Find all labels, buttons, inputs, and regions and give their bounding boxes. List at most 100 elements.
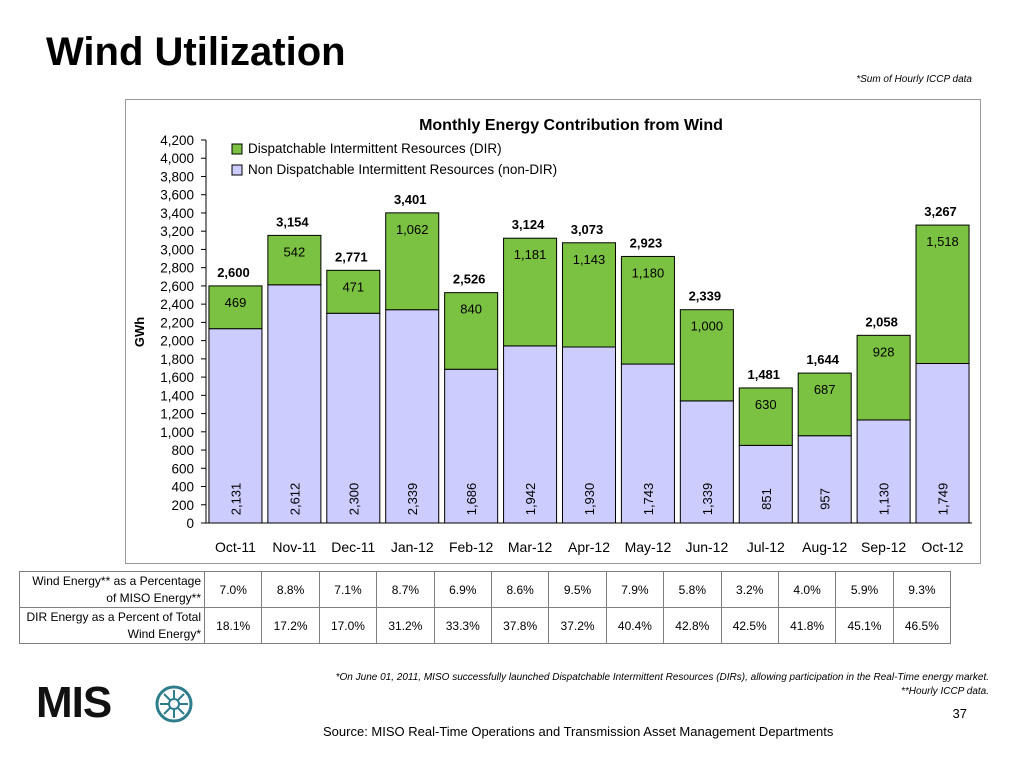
x-tick-label: Apr-12 xyxy=(568,539,610,555)
table-cell: 6.9% xyxy=(433,571,492,608)
data-label-total: 1,481 xyxy=(747,367,780,382)
data-label-non-dir: 2,339 xyxy=(405,483,420,516)
bar-non-dir xyxy=(561,346,617,524)
table-row: DIR Energy as a Percent of Total Wind Ene… xyxy=(19,607,952,644)
bar-dir xyxy=(326,269,381,314)
data-label-total: 2,058 xyxy=(865,314,898,329)
x-tick-label: Dec-11 xyxy=(331,539,375,555)
data-label-total: 3,124 xyxy=(512,217,545,232)
bar-non-dir xyxy=(679,400,734,524)
table-cell: 45.1% xyxy=(835,607,894,644)
y-tick-label: 1,600 xyxy=(160,370,194,385)
data-label-total: 3,154 xyxy=(276,214,309,229)
data-label-dir: 1,000 xyxy=(691,319,724,334)
x-tick-label: Jul-12 xyxy=(747,539,785,555)
table-cell: 4.0% xyxy=(777,571,837,608)
legend-label-non-dir: Non Dispatchable Intermittent Resources … xyxy=(248,162,557,177)
table-row-label: Wind Energy** as a Percentage of MISO Ene… xyxy=(19,571,205,608)
data-label-dir: 687 xyxy=(814,382,836,397)
x-tick-label: Nov-11 xyxy=(272,539,316,555)
y-tick-label: 3,600 xyxy=(160,188,194,203)
bar-non-dir xyxy=(208,328,263,524)
table-cell: 9.5% xyxy=(548,571,607,608)
legend-swatch-non-dir xyxy=(231,164,243,176)
data-label-non-dir: 1,942 xyxy=(523,483,538,516)
bar-non-dir xyxy=(503,345,558,524)
y-tick-label: 1,200 xyxy=(160,407,194,422)
y-tick-label: 1,400 xyxy=(160,388,194,403)
data-label-total: 1,644 xyxy=(806,352,839,367)
bar-dir xyxy=(797,372,852,437)
data-label-dir: 630 xyxy=(755,397,777,412)
row-label-line-2: Wind Energy* xyxy=(127,626,201,641)
data-label-dir: 1,518 xyxy=(926,234,959,249)
data-label-dir: 471 xyxy=(342,279,364,294)
table-cell: 31.2% xyxy=(376,607,435,644)
x-tick-label: Oct-11 xyxy=(215,539,256,555)
data-label-total: 2,600 xyxy=(217,265,250,280)
table-row: Wind Energy** as a Percentage of MISO Ene… xyxy=(19,571,952,608)
y-tick-label: 400 xyxy=(171,480,194,495)
table-cell: 8.7% xyxy=(376,571,435,608)
x-tick-label: Feb-12 xyxy=(449,539,494,555)
table-cell: 7.9% xyxy=(605,571,665,608)
data-label-dir: 1,181 xyxy=(514,247,547,262)
table-cell: 37.8% xyxy=(490,607,550,644)
footnote: *On June 01, 2011, MISO successfully lau… xyxy=(209,671,989,699)
table-cell: 42.8% xyxy=(663,607,722,644)
data-label-non-dir: 1,686 xyxy=(464,483,479,516)
bar-non-dir xyxy=(385,309,440,524)
table-row-label: DIR Energy as a Percent of Total Wind Ene… xyxy=(19,607,205,644)
table-cell: 5.8% xyxy=(663,571,722,608)
bar-non-dir xyxy=(856,419,911,524)
x-tick-label: Jan-12 xyxy=(391,539,434,555)
table-cell: 17.0% xyxy=(318,607,378,644)
table-cell: 8.8% xyxy=(261,571,320,608)
data-label-total: 3,267 xyxy=(924,204,957,219)
page-number: 37 xyxy=(952,706,967,721)
table-cell: 5.9% xyxy=(835,571,894,608)
y-tick-label: 2,800 xyxy=(160,261,194,276)
y-tick-label: 3,200 xyxy=(160,224,194,239)
data-label-total: 3,073 xyxy=(571,222,604,237)
bar-dir xyxy=(444,292,499,370)
bar-dir xyxy=(561,242,617,348)
table-cell: 18.1% xyxy=(203,607,263,644)
data-label-non-dir: 1,339 xyxy=(700,483,715,516)
stacked-bar-chart: Monthly Energy Contribution from Wind 0 20… xyxy=(132,117,972,555)
data-label-non-dir: 851 xyxy=(759,488,774,510)
data-label-total: 2,923 xyxy=(630,235,663,250)
y-tick-label: 600 xyxy=(171,461,194,476)
bar-dir xyxy=(503,237,558,347)
data-label-dir: 1,062 xyxy=(396,222,429,237)
miso-logo: MIS xyxy=(36,680,193,726)
bar-dir xyxy=(267,234,322,286)
data-label-non-dir: 1,130 xyxy=(877,483,892,516)
bar-dir xyxy=(385,212,440,311)
bar-non-dir xyxy=(797,435,852,524)
row-label-line-2: of MISO Energy** xyxy=(106,590,201,605)
y-tick-label: 3,800 xyxy=(160,169,194,184)
y-tick-label: 4,000 xyxy=(160,151,194,166)
y-tick-label: 3,000 xyxy=(160,242,194,257)
top-note: *Sum of Hourly ICCP data xyxy=(856,74,972,85)
x-tick-label: Sep-12 xyxy=(861,539,906,555)
y-tick-label: 800 xyxy=(171,443,194,458)
y-tick-label: 2,600 xyxy=(160,279,194,294)
table-cell: 41.8% xyxy=(777,607,837,644)
y-tick-label: 0 xyxy=(186,516,194,531)
table-cell: 37.2% xyxy=(548,607,607,644)
wind-stats-table: Wind Energy** as a Percentage of MISO Ene… xyxy=(19,571,952,644)
y-tick-label: 2,000 xyxy=(160,334,194,349)
table-cell: 7.0% xyxy=(203,571,263,608)
data-label-non-dir: 957 xyxy=(818,488,833,510)
y-tick-label: 4,200 xyxy=(160,133,194,148)
table-cell: 46.5% xyxy=(892,607,952,644)
chart-title: Monthly Energy Contribution from Wind xyxy=(419,117,723,134)
data-label-non-dir: 2,131 xyxy=(228,483,243,516)
bar-non-dir xyxy=(444,368,499,524)
data-label-non-dir: 2,300 xyxy=(346,483,361,516)
legend-label-dir: Dispatchable Intermittent Resources (DIR… xyxy=(248,141,502,156)
bar-dir xyxy=(856,334,911,421)
sun-wheel-icon xyxy=(155,685,193,723)
